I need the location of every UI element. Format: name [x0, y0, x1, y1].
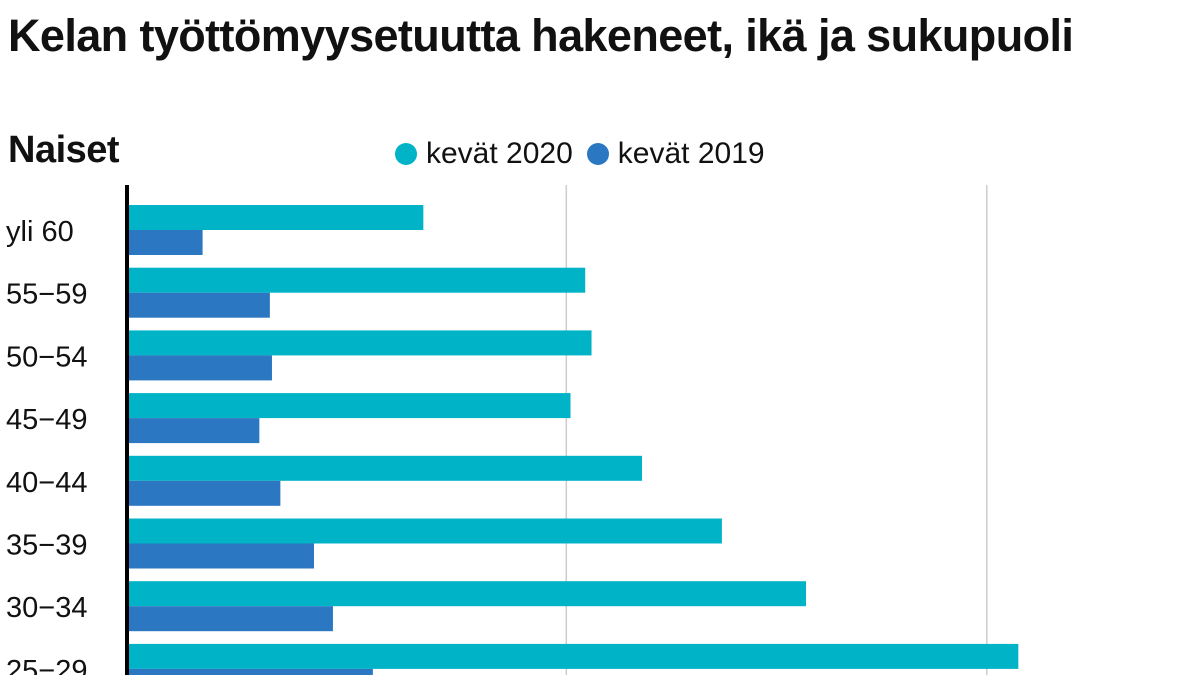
- category-label-1: 55−59: [6, 279, 87, 311]
- legend-item-2019: kevät 2019: [586, 134, 765, 174]
- bar-2019-5: [129, 543, 315, 569]
- category-label-4: 40−44: [6, 467, 87, 499]
- legend-swatch-2020: [395, 143, 417, 165]
- bar-2020-6: [129, 581, 806, 607]
- legend-item-2020: kevät 2020: [395, 134, 573, 174]
- bar-2019-1: [129, 292, 270, 318]
- bar-2020-2: [129, 330, 592, 356]
- legend-label-2020: kevät 2020: [426, 137, 573, 170]
- bar-2019-7: [129, 668, 373, 675]
- bar-2019-6: [129, 606, 333, 632]
- category-label-3: 45−49: [6, 404, 87, 436]
- category-label-6: 30−34: [6, 592, 87, 624]
- bar-2019-4: [129, 480, 281, 506]
- legend-label-2019: kevät 2019: [617, 137, 765, 170]
- category-label-5: 35−39: [6, 530, 87, 562]
- bar-2019-3: [129, 418, 260, 444]
- bar-2020-3: [129, 393, 571, 419]
- bar-2020-7: [129, 643, 1019, 669]
- category-label-7: 25−29: [6, 655, 87, 675]
- chart-title: Kelan työttömyysetuutta hakeneet, ikä ja…: [8, 10, 1074, 61]
- legend: kevät 2020 kevät 2019: [395, 134, 779, 174]
- legend-swatch-2019: [586, 143, 609, 165]
- bar-2020-1: [129, 267, 586, 293]
- category-label-2: 50−54: [6, 341, 87, 373]
- bar-2019-2: [129, 355, 272, 381]
- panel-title: Naiset: [8, 129, 120, 171]
- bar-2019-0: [129, 230, 203, 255]
- bar-2020-5: [129, 518, 722, 544]
- category-label-0: yli 60: [6, 216, 74, 248]
- bar-2020-4: [129, 455, 642, 481]
- bar-2020-0: [129, 205, 424, 230]
